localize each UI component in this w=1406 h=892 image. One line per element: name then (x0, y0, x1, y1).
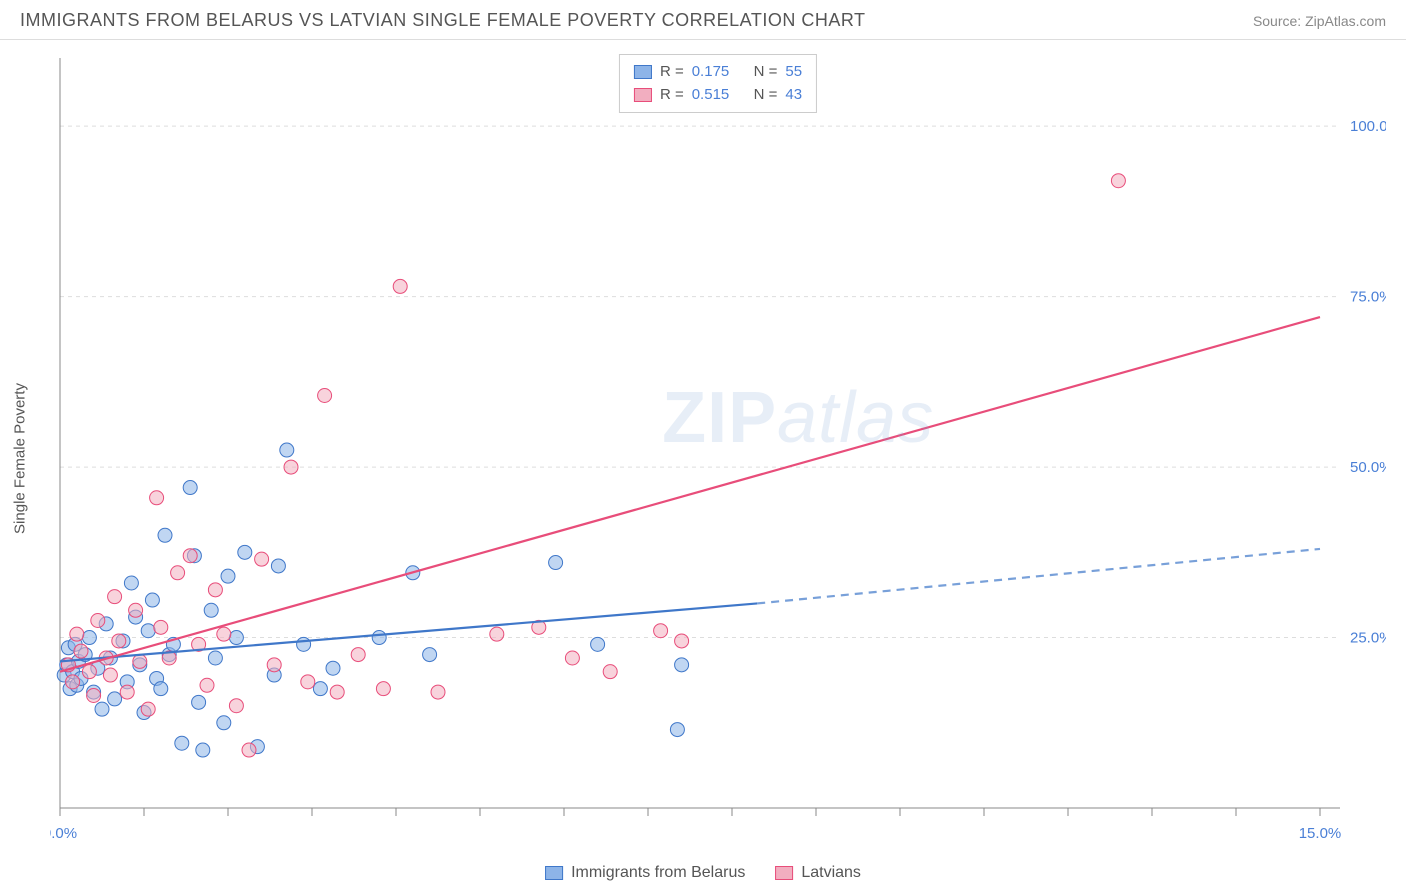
y-axis-label: Single Female Poverty (12, 383, 29, 534)
title-bar: IMMIGRANTS FROM BELARUS VS LATVIAN SINGL… (0, 0, 1406, 40)
legend-row-series-1: R = 0.175 N = 55 (634, 61, 802, 84)
legend-r-value-1: 0.175 (692, 61, 730, 84)
source-label: Source: ZipAtlas.com (1253, 13, 1386, 29)
legend-series: Immigrants from Belarus Latvians (545, 864, 861, 882)
legend-r-value-2: 0.515 (692, 84, 730, 107)
legend-label-2: Latvians (801, 864, 861, 882)
svg-text:100.0%: 100.0% (1350, 118, 1386, 135)
legend-correlation: R = 0.175 N = 55 R = 0.515 N = 43 (619, 54, 817, 113)
legend-label-1: Immigrants from Belarus (571, 864, 745, 882)
legend-n-prefix: N = (754, 84, 778, 107)
legend-item-1: Immigrants from Belarus (545, 864, 745, 882)
chart-title: IMMIGRANTS FROM BELARUS VS LATVIAN SINGL… (20, 10, 866, 31)
svg-text:75.0%: 75.0% (1350, 289, 1386, 306)
svg-text:0.0%: 0.0% (50, 825, 77, 842)
swatch-series-1b (545, 866, 563, 880)
svg-text:50.0%: 50.0% (1350, 459, 1386, 476)
legend-r-prefix: R = (660, 61, 684, 84)
swatch-series-2b (775, 866, 793, 880)
svg-text:15.0%: 15.0% (1299, 825, 1342, 842)
legend-row-series-2: R = 0.515 N = 43 (634, 84, 802, 107)
legend-r-prefix: R = (660, 84, 684, 107)
legend-n-value-2: 43 (785, 84, 802, 107)
swatch-series-1 (634, 65, 652, 79)
plot-area: Single Female Poverty ZIPatlas 25.0%50.0… (50, 48, 1386, 852)
swatch-series-2 (634, 88, 652, 102)
scatter-chart: 25.0% 50.0% 75.0% 100.0% 0.0% 15.0% (50, 48, 1386, 852)
legend-item-2: Latvians (775, 864, 861, 882)
svg-text:25.0%: 25.0% (1350, 630, 1386, 647)
legend-n-value-1: 55 (785, 61, 802, 84)
legend-n-prefix: N = (754, 61, 778, 84)
